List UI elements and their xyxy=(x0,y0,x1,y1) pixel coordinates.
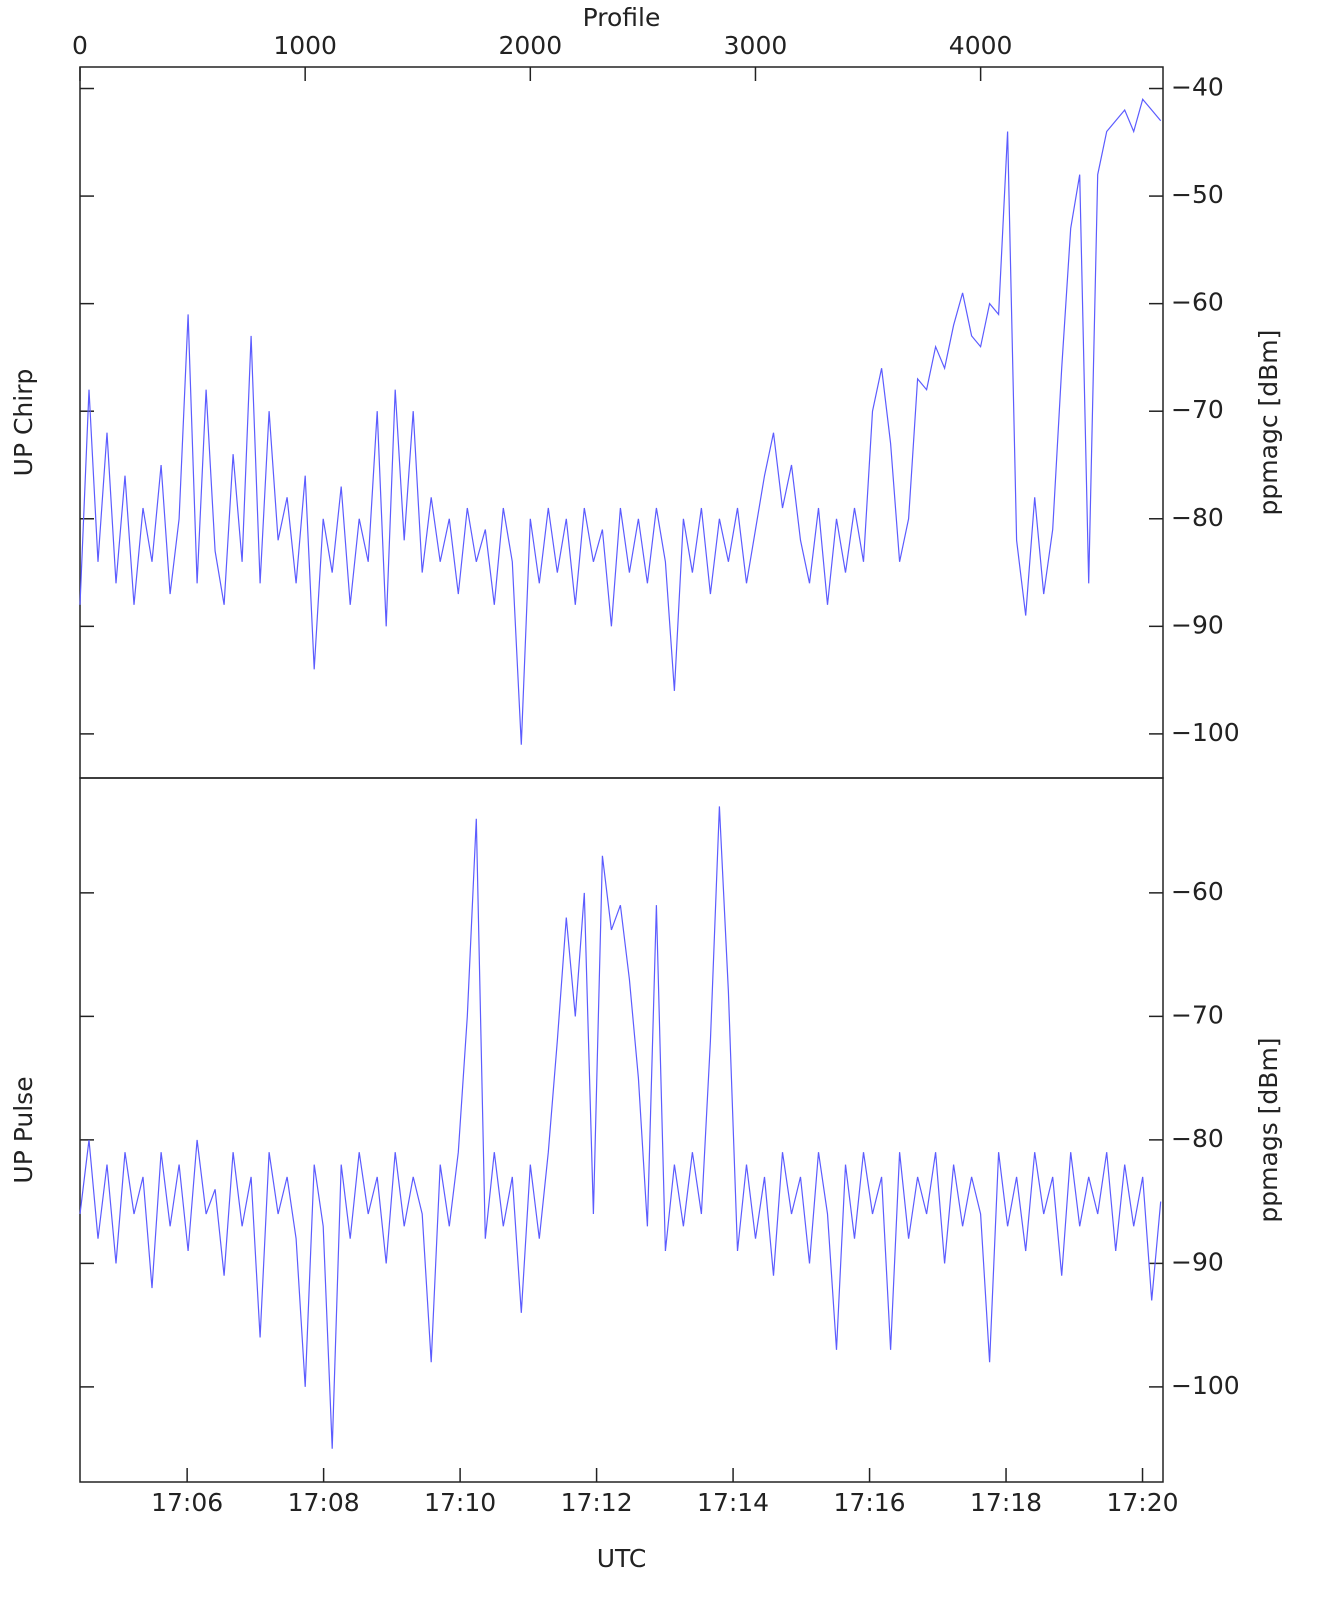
y-axis-label: ppmags [dBm] xyxy=(1254,1037,1283,1222)
y-tick-label: −70 xyxy=(1171,1000,1224,1029)
x-tick-label: 3000 xyxy=(724,31,788,60)
x-tick-label: 2000 xyxy=(498,31,562,60)
plot-frame xyxy=(79,66,1164,779)
y-tick-label: −60 xyxy=(1171,877,1224,906)
x-axis-label: UTC xyxy=(597,1544,647,1573)
x-tick-label: 1000 xyxy=(273,31,337,60)
y-tick-label: −70 xyxy=(1171,395,1224,424)
y-tick-label: −90 xyxy=(1171,1247,1224,1276)
x-tick-label: 4000 xyxy=(949,31,1013,60)
x-tick-label: 17:12 xyxy=(561,1488,633,1517)
x-tick-label: 0 xyxy=(72,31,88,60)
y-tick-label: −100 xyxy=(1171,1371,1240,1400)
y-axis-label: ppmagc [dBm] xyxy=(1254,330,1283,516)
panel-label: UP Chirp xyxy=(9,369,38,477)
y-tick-label: −80 xyxy=(1171,1124,1224,1153)
data-line xyxy=(79,806,1162,1449)
y-tick-label: −60 xyxy=(1171,288,1224,317)
x-axis-label: Profile xyxy=(583,3,661,32)
y-tick-label: −50 xyxy=(1171,180,1224,209)
y-tick-label: −90 xyxy=(1171,610,1224,639)
y-tick-label: −80 xyxy=(1171,503,1224,532)
x-tick-label: 17:20 xyxy=(1107,1488,1179,1517)
panel-label: UP Pulse xyxy=(9,1076,38,1183)
x-tick-label: 17:18 xyxy=(970,1488,1042,1517)
x-tick-label: 17:06 xyxy=(151,1488,223,1517)
x-tick-label: 17:10 xyxy=(424,1488,496,1517)
x-tick-label: 17:08 xyxy=(288,1488,360,1517)
y-tick-label: −100 xyxy=(1171,718,1240,747)
plot-frame xyxy=(79,777,1164,1483)
x-tick-label: 17:16 xyxy=(834,1488,906,1517)
y-tick-label: −40 xyxy=(1171,73,1224,102)
data-line xyxy=(79,98,1162,745)
x-tick-label: 17:14 xyxy=(697,1488,769,1517)
